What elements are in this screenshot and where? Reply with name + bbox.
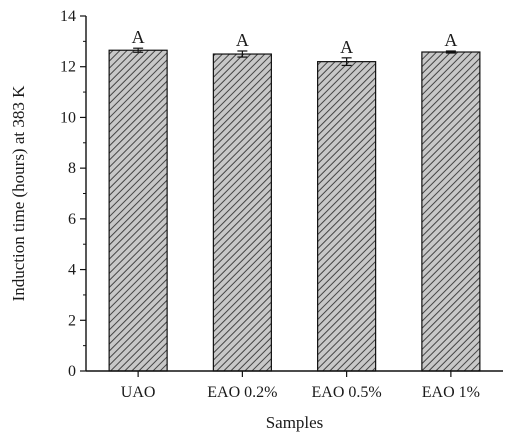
x-tick-label-3: EAO 1% [422,384,480,401]
bar-0 [108,49,168,372]
error-bar-2 [341,57,352,67]
y-tick-label-2: 4 [68,262,76,279]
x-axis-title: Samples [266,413,324,432]
error-bar-3 [445,50,456,54]
y-tick-label-6: 12 [60,59,76,76]
data-label-1: A [236,30,249,50]
bar-2 [317,61,377,372]
bar-1 [212,53,272,372]
y-tick-label-4: 8 [68,160,76,177]
y-tick-label-7: 14 [60,8,76,25]
data-label-3: A [444,30,457,50]
error-bar-1 [237,50,248,58]
y-tick-label-1: 2 [68,312,76,329]
data-label-0: A [132,27,145,47]
y-axis-title: Induction time (hours) at 383 K [9,85,28,301]
bar-3 [421,51,481,372]
x-tick-label-1: EAO 0.2% [207,384,277,401]
data-label-2: A [340,37,353,57]
y-tick-label-5: 10 [60,109,76,126]
error-bar-0 [133,47,144,53]
y-tick-label-0: 0 [68,363,76,380]
x-tick-label-2: EAO 0.5% [312,384,382,401]
y-tick-label-3: 6 [68,211,76,228]
x-tick-label-0: UAO [121,384,156,401]
